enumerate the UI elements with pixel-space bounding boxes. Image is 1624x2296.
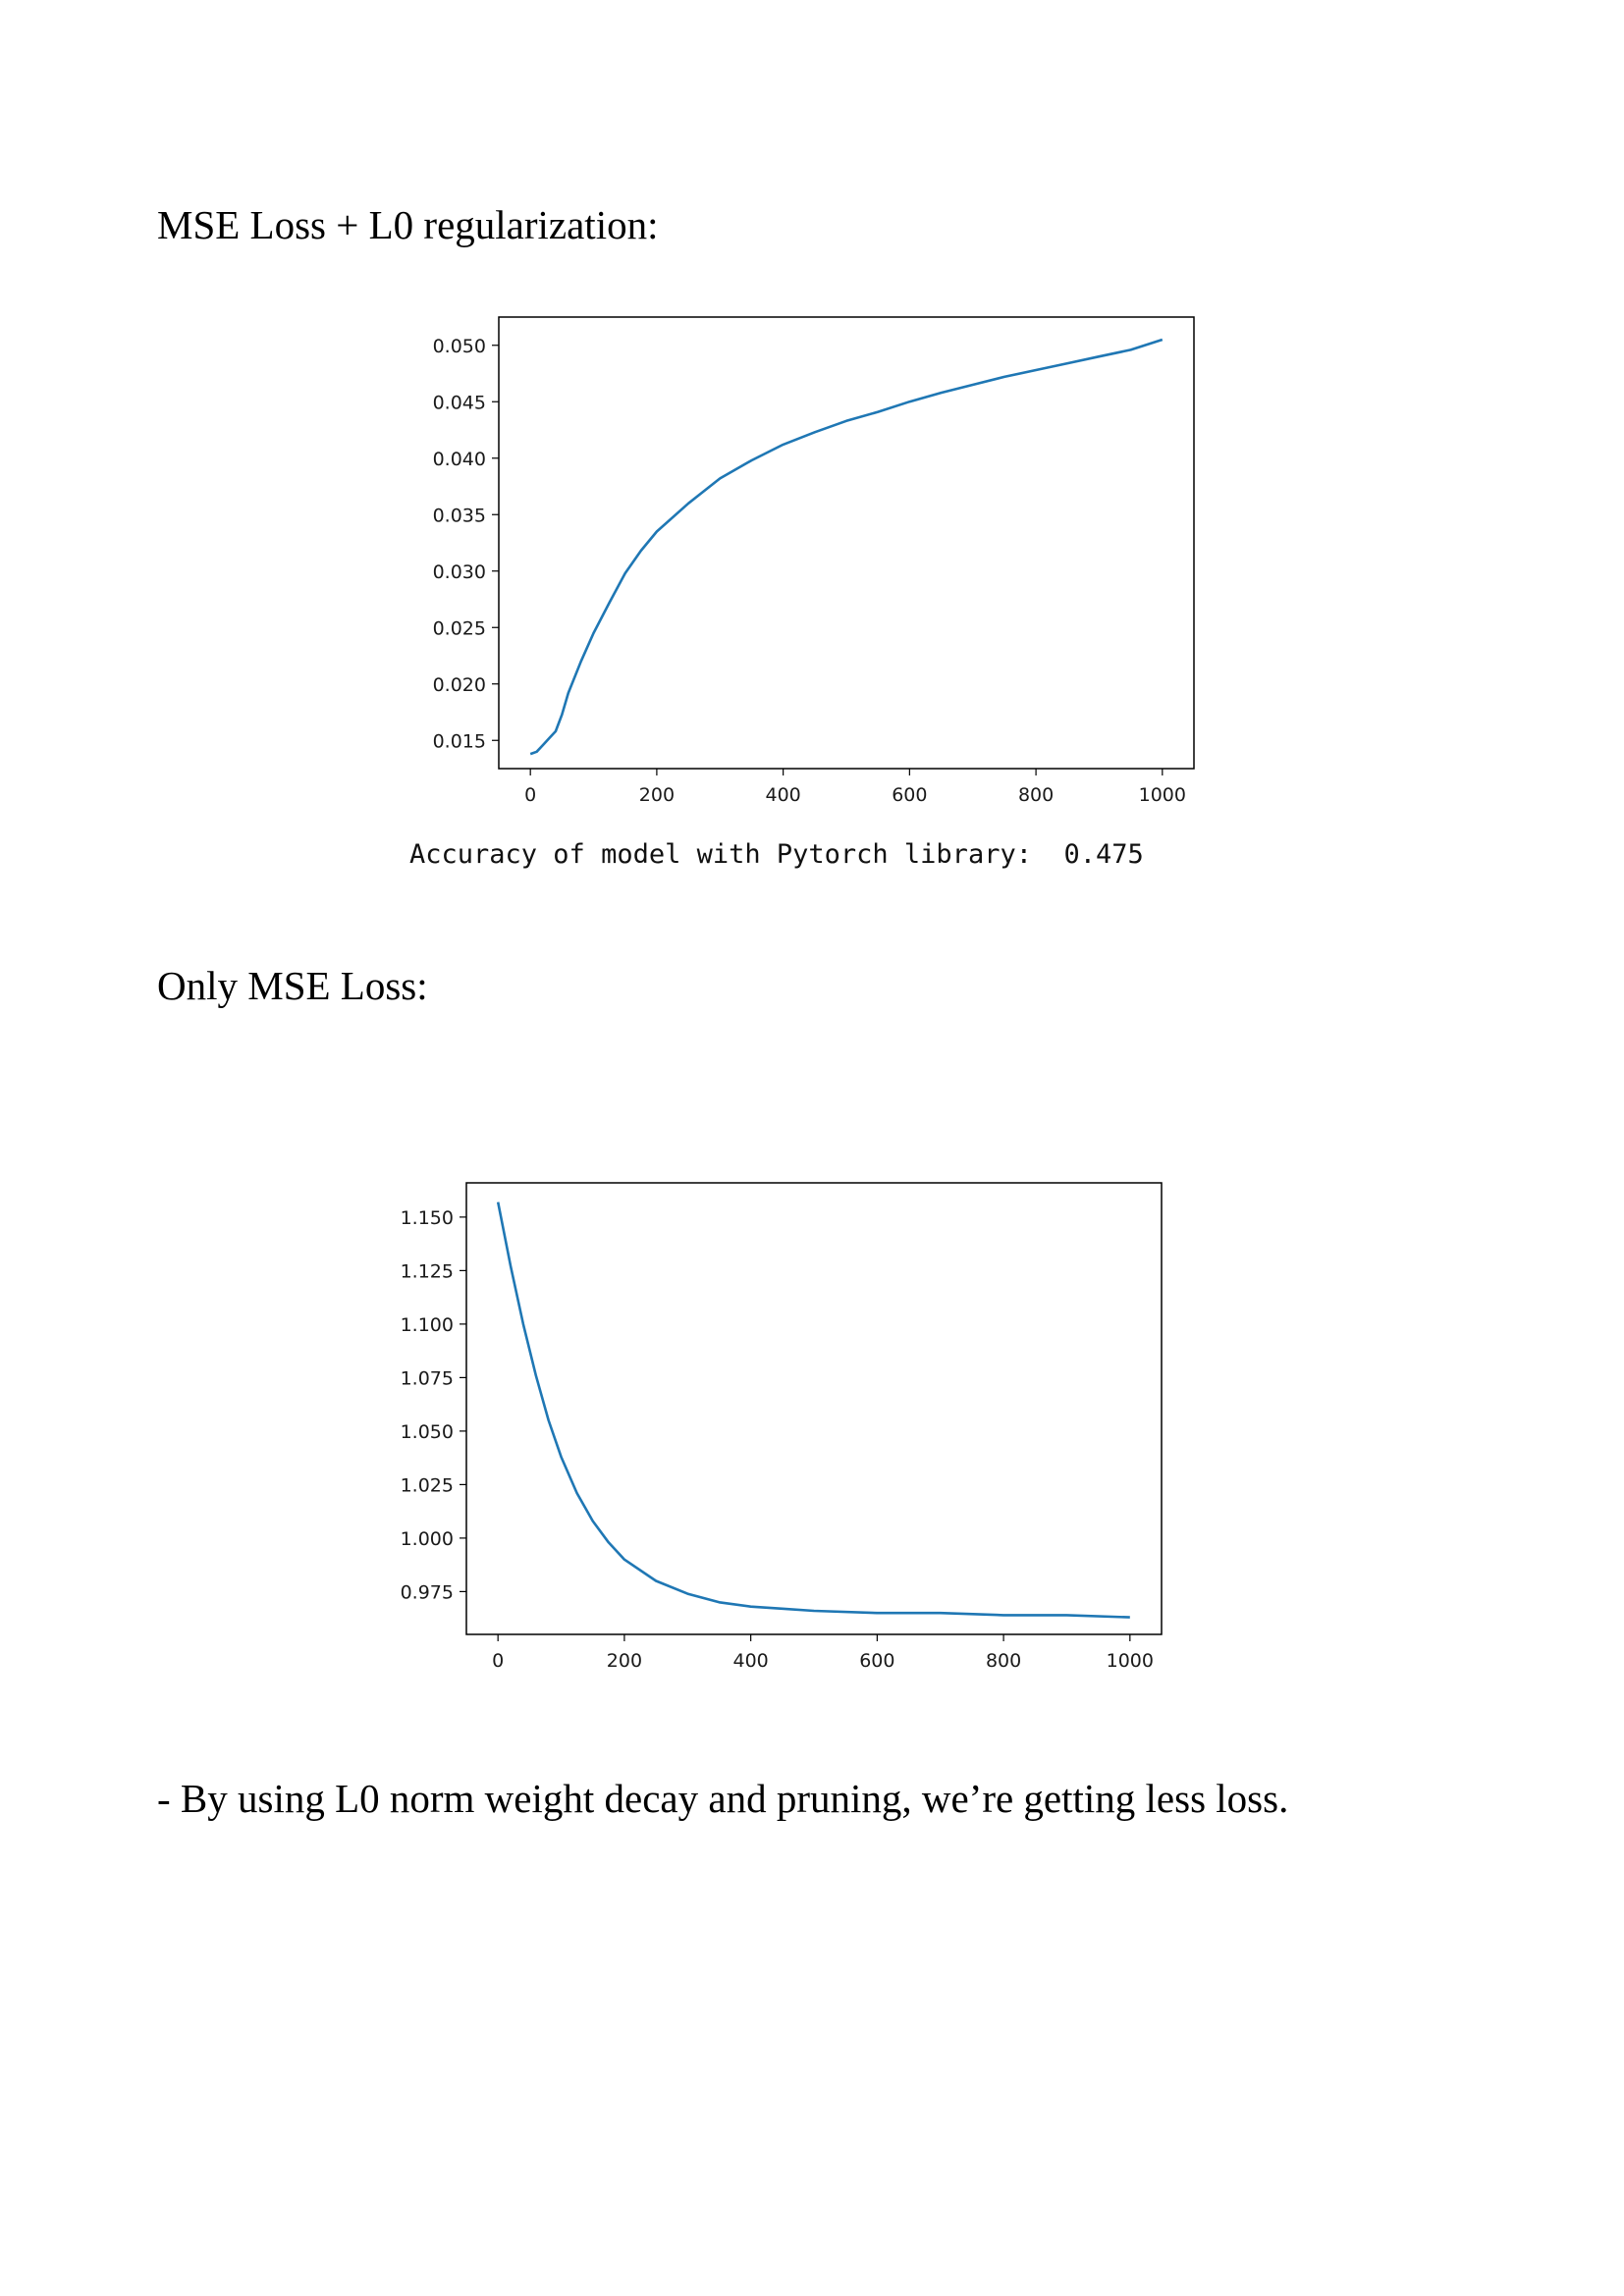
- mse-only-loss-chart-svg: 0 200 400 600 800 1000 0.975 1.000 1.025 1.050 1.0…: [401, 1182, 1163, 1672]
- x-tick-label-0: 0: [492, 1650, 504, 1672]
- y-tick-label-5: 1.100: [401, 1314, 454, 1336]
- x-tick-label-200: 200: [607, 1650, 642, 1672]
- accuracy-value: 0.475: [1063, 839, 1144, 870]
- y-tick-label-2: 0.025: [433, 617, 486, 639]
- x-tick-label-1000: 1000: [1139, 784, 1186, 806]
- y-tick-label-3: 0.030: [433, 561, 486, 583]
- x-tick-label-800: 800: [986, 1650, 1021, 1672]
- second-section-heading: Only MSE Loss:: [157, 963, 428, 1008]
- y-tick-label-4: 0.035: [433, 505, 486, 526]
- y-tick-label-1: 0.020: [433, 674, 486, 696]
- x-tick-label-200: 200: [639, 784, 675, 806]
- regularized-loss-chart: 0 200 400 600 800 1000 0.015 0.020 0.025 0.030 0.0…: [403, 312, 1208, 828]
- x-tick-label-400: 400: [766, 784, 801, 806]
- y-tick-label-6: 0.045: [433, 392, 486, 413]
- accuracy-output: Accuracy of model with Pytorch library: …: [409, 839, 1144, 870]
- plot-frame: [465, 1182, 1163, 1635]
- y-tick-label-7: 1.150: [401, 1207, 454, 1229]
- y-tick-label-6: 1.125: [401, 1260, 454, 1282]
- x-tick-label-0: 0: [524, 784, 536, 806]
- y-tick-label-3: 1.050: [401, 1421, 454, 1443]
- y-tick-label-1: 1.000: [401, 1528, 454, 1550]
- x-tick-label-600: 600: [859, 1650, 894, 1672]
- x-tick-label-400: 400: [733, 1650, 769, 1672]
- mse-only-loss-chart: 0 200 400 600 800 1000 0.975 1.000 1.025 1.050 1.0…: [370, 1173, 1175, 1688]
- y-tick-label-0: 0.975: [401, 1581, 454, 1603]
- conclusion-text: - By using L0 norm weight decay and prun…: [157, 1776, 1289, 1821]
- x-tick-label-1000: 1000: [1107, 1650, 1154, 1672]
- y-tick-label-5: 0.040: [433, 449, 486, 470]
- regularized-loss-chart-svg: 0 200 400 600 800 1000 0.015 0.020 0.025 0.030 0.0…: [433, 316, 1195, 806]
- x-tick-label-600: 600: [892, 784, 927, 806]
- plot-frame: [498, 316, 1195, 770]
- y-tick-label-4: 1.075: [401, 1367, 454, 1389]
- y-tick-label-2: 1.025: [401, 1474, 454, 1496]
- x-tick-label-800: 800: [1018, 784, 1054, 806]
- series-line-0: [496, 1201, 1130, 1619]
- y-tick-label-0: 0.015: [433, 730, 486, 752]
- y-tick-label-7: 0.050: [433, 336, 486, 357]
- first-section-heading: MSE Loss + L0 regularization:: [157, 202, 659, 247]
- accuracy-label: Accuracy of model with Pytorch library:: [409, 839, 1032, 870]
- series-line-0: [529, 338, 1164, 756]
